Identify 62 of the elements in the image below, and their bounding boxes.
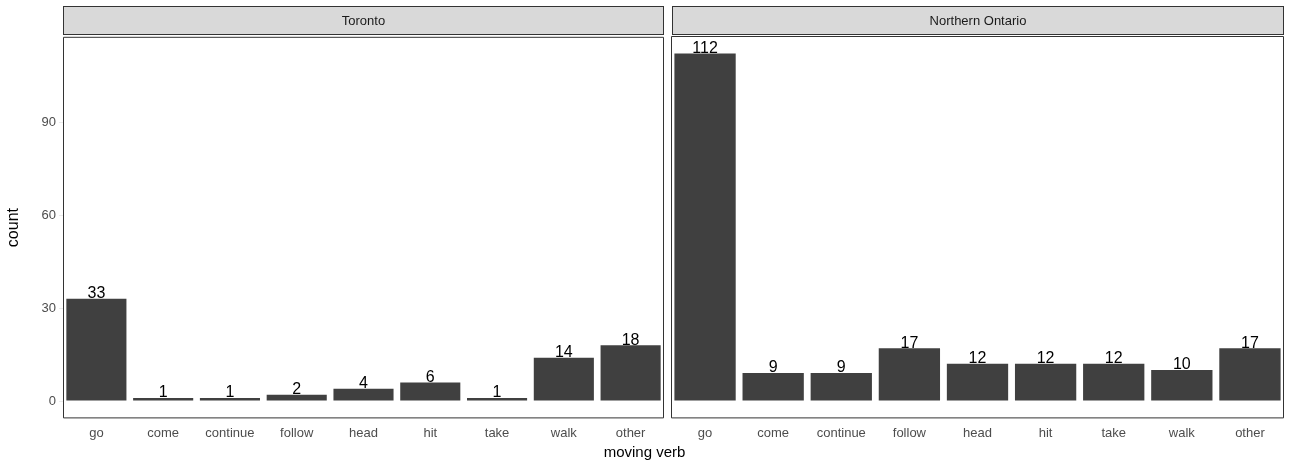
x-tick-label: take: [1101, 424, 1127, 440]
data-label: 12: [968, 349, 987, 367]
data-label: 12: [1104, 349, 1123, 367]
x-tick-label: go: [89, 424, 104, 440]
bar: [600, 345, 661, 401]
data-label: 1: [492, 383, 502, 401]
x-tick-label: other: [615, 424, 647, 440]
x-tick-label: continue: [205, 424, 255, 440]
x-tick-label: head: [349, 424, 378, 440]
data-label: 33: [87, 284, 106, 302]
bar: [333, 388, 394, 401]
x-tick-label: other: [1235, 424, 1266, 440]
bar: [66, 298, 127, 401]
bar: [810, 373, 872, 401]
x-tick-label: hit: [1038, 424, 1053, 440]
x-tick-label: walk: [549, 424, 578, 440]
bar: [266, 394, 327, 401]
data-label: 4: [359, 374, 369, 392]
bar: [133, 397, 194, 401]
data-label: 112: [692, 38, 718, 56]
x-tick-label: continue: [816, 424, 866, 440]
data-label: 2: [292, 380, 302, 398]
bar: [946, 363, 1009, 401]
x-tick-label: follow: [280, 424, 314, 440]
data-label: 1: [158, 383, 168, 401]
bar: [674, 53, 736, 401]
y-tick-label: 30: [41, 299, 56, 315]
bar: [1083, 363, 1145, 401]
data-label: 9: [768, 358, 778, 376]
bar: [1151, 369, 1213, 401]
data-label: 9: [836, 358, 846, 376]
x-tick-label: walk: [1167, 424, 1196, 440]
data-label: 6: [425, 367, 435, 385]
x-tick-label: go: [697, 424, 713, 440]
bar: [199, 397, 260, 401]
bar: [1219, 348, 1281, 401]
bar: [742, 373, 804, 401]
y-axis-title: count: [4, 207, 22, 248]
x-axis-title: moving verb: [602, 443, 687, 460]
x-tick-label: take: [484, 424, 510, 440]
bar: [467, 397, 528, 401]
data-label: 18: [621, 330, 640, 348]
data-label: 17: [1241, 333, 1259, 351]
y-tick-label: 90: [41, 113, 56, 129]
data-label: 14: [554, 343, 573, 361]
chart-title: Northern Ontario: [672, 6, 1284, 35]
data-label: 10: [1172, 355, 1191, 373]
x-tick-label: come: [147, 424, 180, 440]
bar: [533, 357, 594, 401]
data-label: 12: [1036, 349, 1055, 367]
chart-title: Toronto: [63, 6, 664, 35]
x-tick-label: come: [757, 424, 790, 440]
x-tick-label: head: [963, 424, 992, 440]
x-tick-label: hit: [423, 424, 438, 440]
bar: [400, 382, 461, 401]
y-tick-label: 60: [41, 206, 56, 222]
bar: [1014, 363, 1077, 401]
y-tick-label: 0: [48, 392, 56, 408]
data-label: 17: [900, 333, 919, 351]
data-label: 1: [225, 383, 235, 401]
x-tick-label: follow: [892, 424, 927, 440]
bar: [878, 348, 941, 401]
